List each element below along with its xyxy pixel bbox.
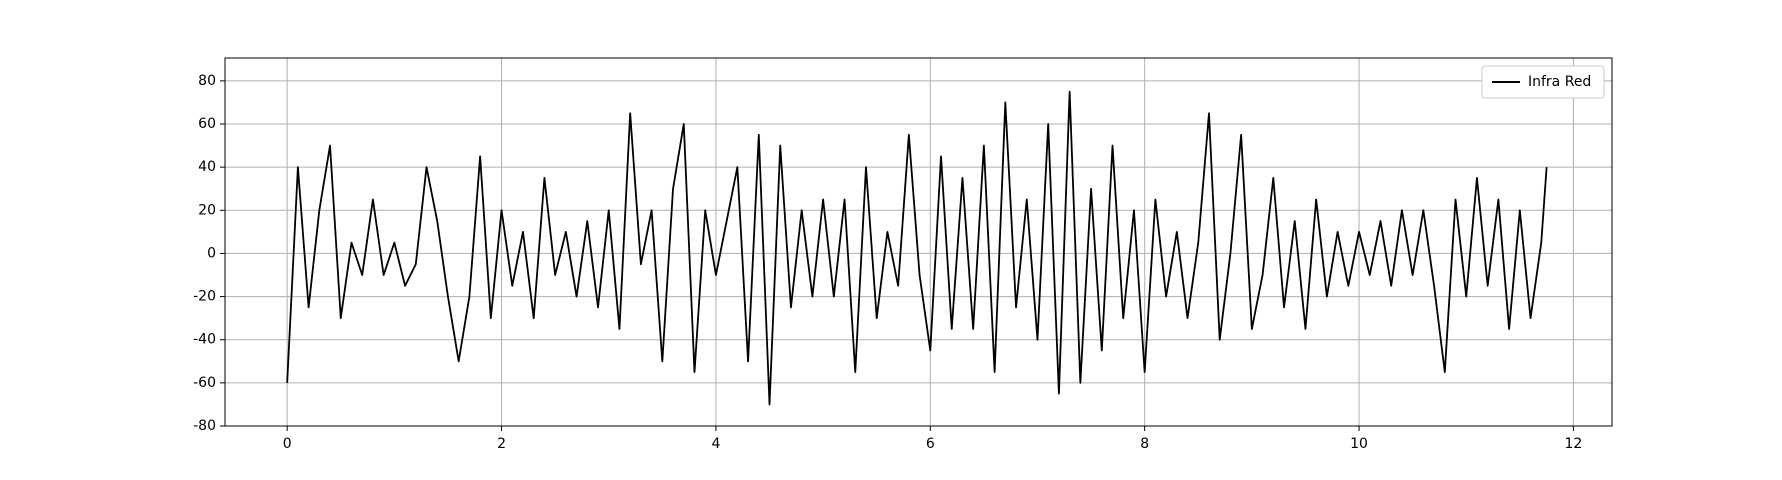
y-tick-label: 40 [198,159,216,175]
plot-frame [224,57,1613,427]
x-tick-label: 12 [1564,436,1582,452]
y-tick-label: -20 [193,289,216,305]
y-tick-label: 0 [207,245,216,261]
x-tick-label: 10 [1350,436,1368,452]
x-tick-label: 0 [283,436,292,452]
x-tick-label: 6 [926,436,935,452]
y-tick-label: -80 [193,418,216,434]
y-tick-label: -60 [193,375,216,391]
y-tick-label: 60 [198,116,216,132]
data-line [286,90,1548,406]
y-tick-label: 20 [198,202,216,218]
x-tick-label: 4 [711,436,720,452]
legend-label: Infra Red [1528,74,1591,90]
x-tick-label: 2 [497,436,506,452]
y-tick-label: -40 [193,332,216,348]
y-tick-label: 80 [198,73,216,89]
x-tick-label: 8 [1140,436,1149,452]
legend-box [1481,65,1605,99]
